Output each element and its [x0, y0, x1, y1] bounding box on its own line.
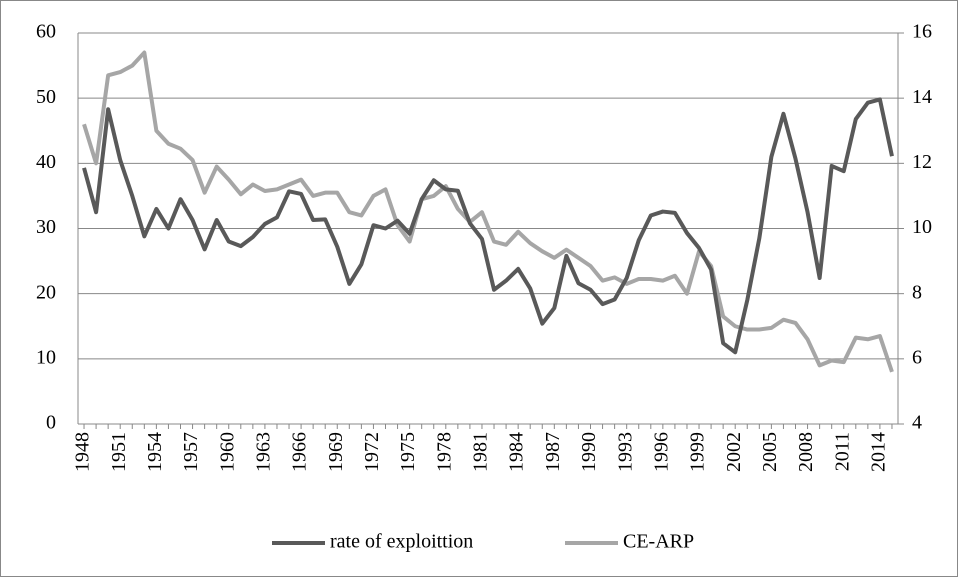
- x-tick-label: 1981: [470, 432, 492, 472]
- x-tick-label: 1996: [650, 432, 672, 472]
- x-tick-label: 2008: [795, 432, 817, 472]
- x-tick-label: 2002: [723, 432, 745, 472]
- series-line: [82, 50, 894, 373]
- y-tick-label: 60: [36, 21, 56, 43]
- x-tick-label: 1990: [578, 432, 600, 472]
- y2-tick-label: 6: [912, 346, 922, 368]
- x-tick-label: 1960: [216, 432, 238, 472]
- x-tick-label: 1963: [253, 432, 275, 472]
- y-tick-label: 50: [36, 86, 56, 108]
- x-tick-label: 1978: [433, 432, 455, 472]
- x-tick-label: 2014: [868, 432, 890, 472]
- x-tick-label: 2011: [831, 432, 853, 471]
- x-tick-label: 1948: [72, 432, 94, 472]
- y2-tick-label: 10: [912, 216, 932, 238]
- x-tick-label: 1972: [361, 432, 383, 472]
- y-tick-label: 40: [36, 151, 56, 173]
- x-tick-label: 1984: [506, 432, 528, 472]
- y2-tick-label: 4: [912, 412, 922, 434]
- y2-tick-label: 8: [912, 281, 922, 303]
- x-tick-label: 1969: [325, 432, 347, 472]
- y-tick-label: 10: [36, 346, 56, 368]
- series-line: [82, 97, 894, 355]
- x-tick-label: 1999: [687, 432, 709, 472]
- x-tick-label: 1966: [289, 432, 311, 472]
- x-tick-label: 1975: [397, 432, 419, 472]
- legend-label: rate of exploittion: [330, 531, 473, 553]
- y2-tick-label: 14: [912, 86, 932, 108]
- y-tick-label: 0: [46, 412, 56, 434]
- x-tick-label: 1954: [144, 432, 166, 472]
- y2-tick-label: 12: [912, 151, 932, 173]
- legend-label: CE-ARP: [623, 531, 694, 553]
- x-tick-label: 1987: [542, 432, 564, 472]
- y-tick-label: 20: [36, 281, 56, 303]
- y2-tick-label: 16: [912, 21, 932, 43]
- x-tick-label: 2005: [759, 432, 781, 472]
- x-tick-label: 1951: [108, 432, 130, 472]
- y-tick-label: 30: [36, 216, 56, 238]
- x-tick-label: 1957: [180, 432, 202, 472]
- x-tick-label: 1993: [614, 432, 636, 472]
